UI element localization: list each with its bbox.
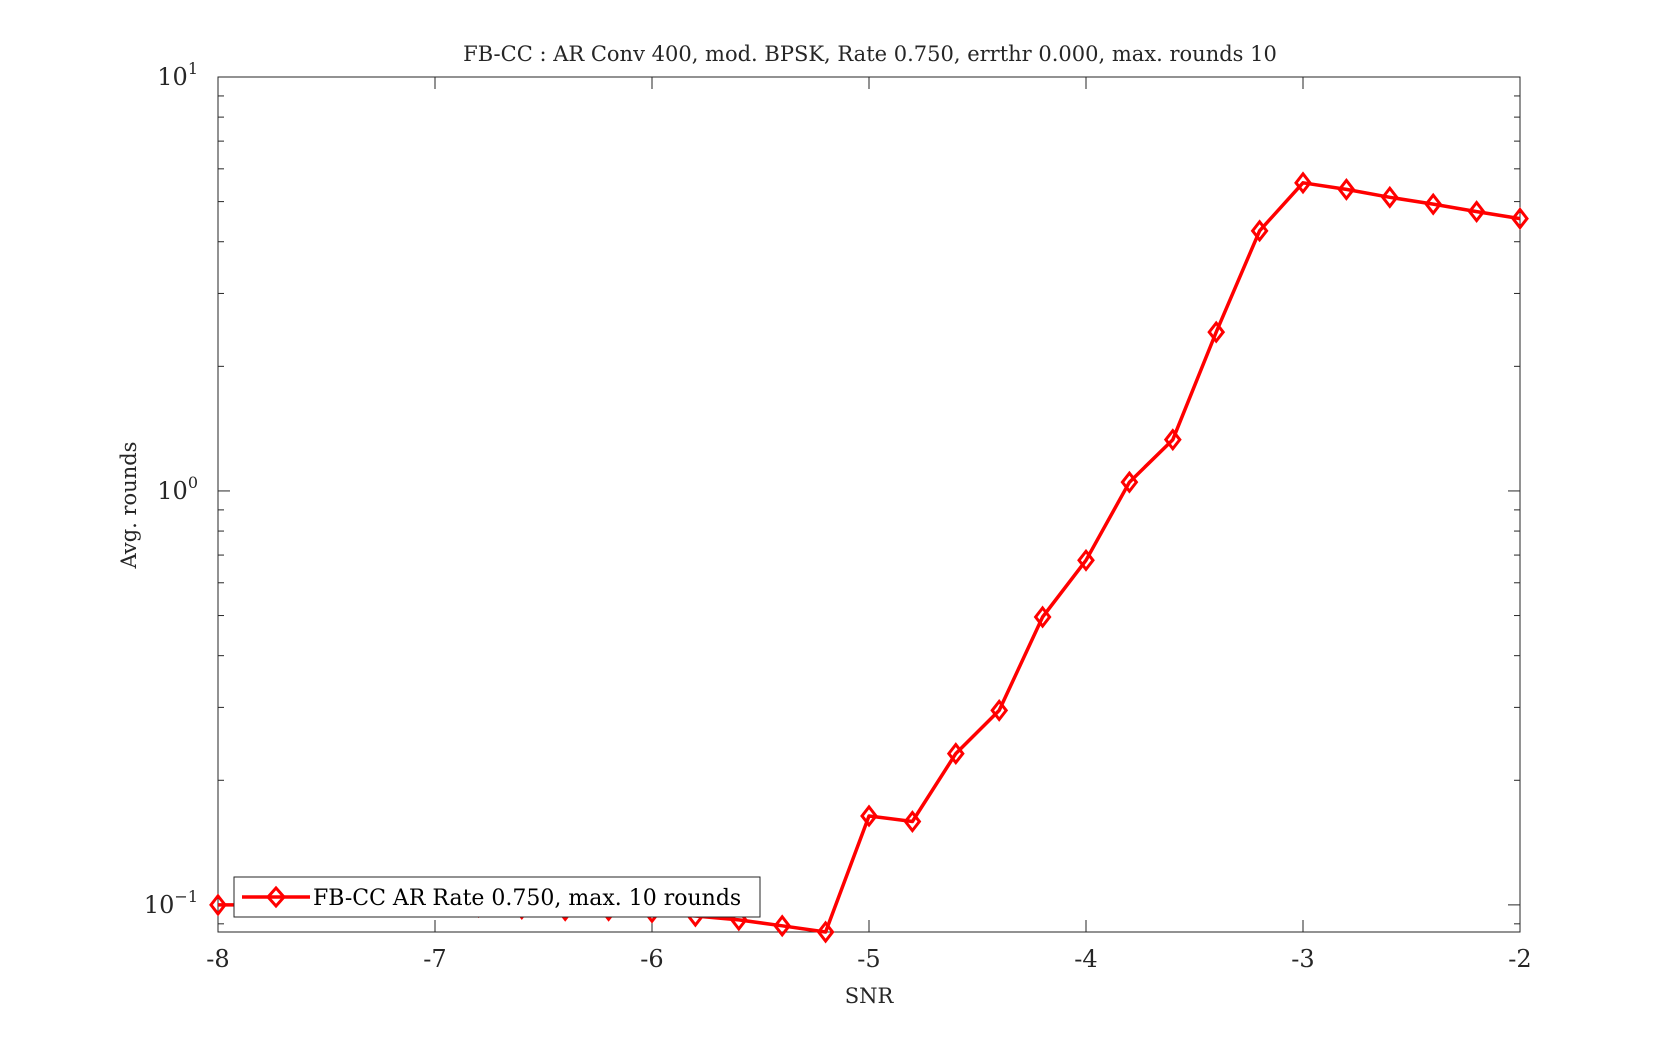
x-tick-labels: -8 -7 -6 -5 -4 -3 -2 [206, 945, 1531, 973]
y-tick-base: 10 [157, 477, 188, 505]
legend: FB-CC AR Rate 0.750, max. 10 rounds [233, 876, 761, 918]
data-point-marker [990, 698, 1009, 722]
data-point-marker [1467, 200, 1486, 224]
data-point-marker [1424, 192, 1443, 216]
y-tick-exponent: 0 [188, 473, 198, 492]
y-tick-exponent: −1 [174, 887, 198, 906]
data-point-marker [1294, 171, 1312, 195]
y-tick-label: 100 [157, 473, 198, 505]
data-point-marker [1250, 219, 1269, 243]
legend-box [233, 876, 761, 918]
plot-area [217, 76, 1521, 933]
data-point-marker [1033, 605, 1052, 629]
x-tick-label: -7 [423, 945, 446, 973]
data-point-marker [1120, 470, 1139, 494]
x-axis-label: SNR [845, 984, 895, 1008]
data-point-marker [1511, 207, 1529, 231]
y-axis-label: Avg. rounds [117, 442, 141, 570]
data-point-marker [946, 742, 965, 766]
data-point-marker [1337, 178, 1356, 201]
axis-ticks [217, 76, 1521, 932]
data-point-marker [903, 810, 922, 833]
y-tick-label: 101 [157, 59, 198, 91]
y-tick-exponent: 1 [188, 59, 198, 78]
x-tick-label: -4 [1074, 945, 1097, 973]
x-tick-label: -6 [640, 945, 663, 973]
data-point-marker [816, 920, 835, 944]
data-point-marker [1077, 548, 1095, 572]
chart-title: FB-CC : AR Conv 400, mod. BPSK, Rate 0.7… [463, 42, 1277, 66]
x-tick-label: -8 [206, 945, 229, 973]
y-tick-base: 10 [157, 63, 188, 91]
data-point-marker [1380, 185, 1399, 209]
legend-marker-diamond [265, 885, 287, 909]
data-point-marker [209, 893, 227, 917]
data-point-marker [1207, 320, 1226, 344]
y-tick-base: 10 [144, 891, 175, 919]
data-point-marker [1163, 428, 1182, 452]
axes-box [217, 76, 1521, 933]
x-tick-label: -2 [1508, 945, 1531, 973]
data-point-marker [860, 804, 878, 828]
x-tick-label: -5 [857, 945, 880, 973]
x-tick-label: -3 [1291, 945, 1314, 973]
data-point-marker [773, 914, 792, 938]
legend-entry-label: FB-CC AR Rate 0.750, max. 10 rounds [313, 886, 741, 911]
y-tick-label: 10−1 [144, 887, 198, 919]
